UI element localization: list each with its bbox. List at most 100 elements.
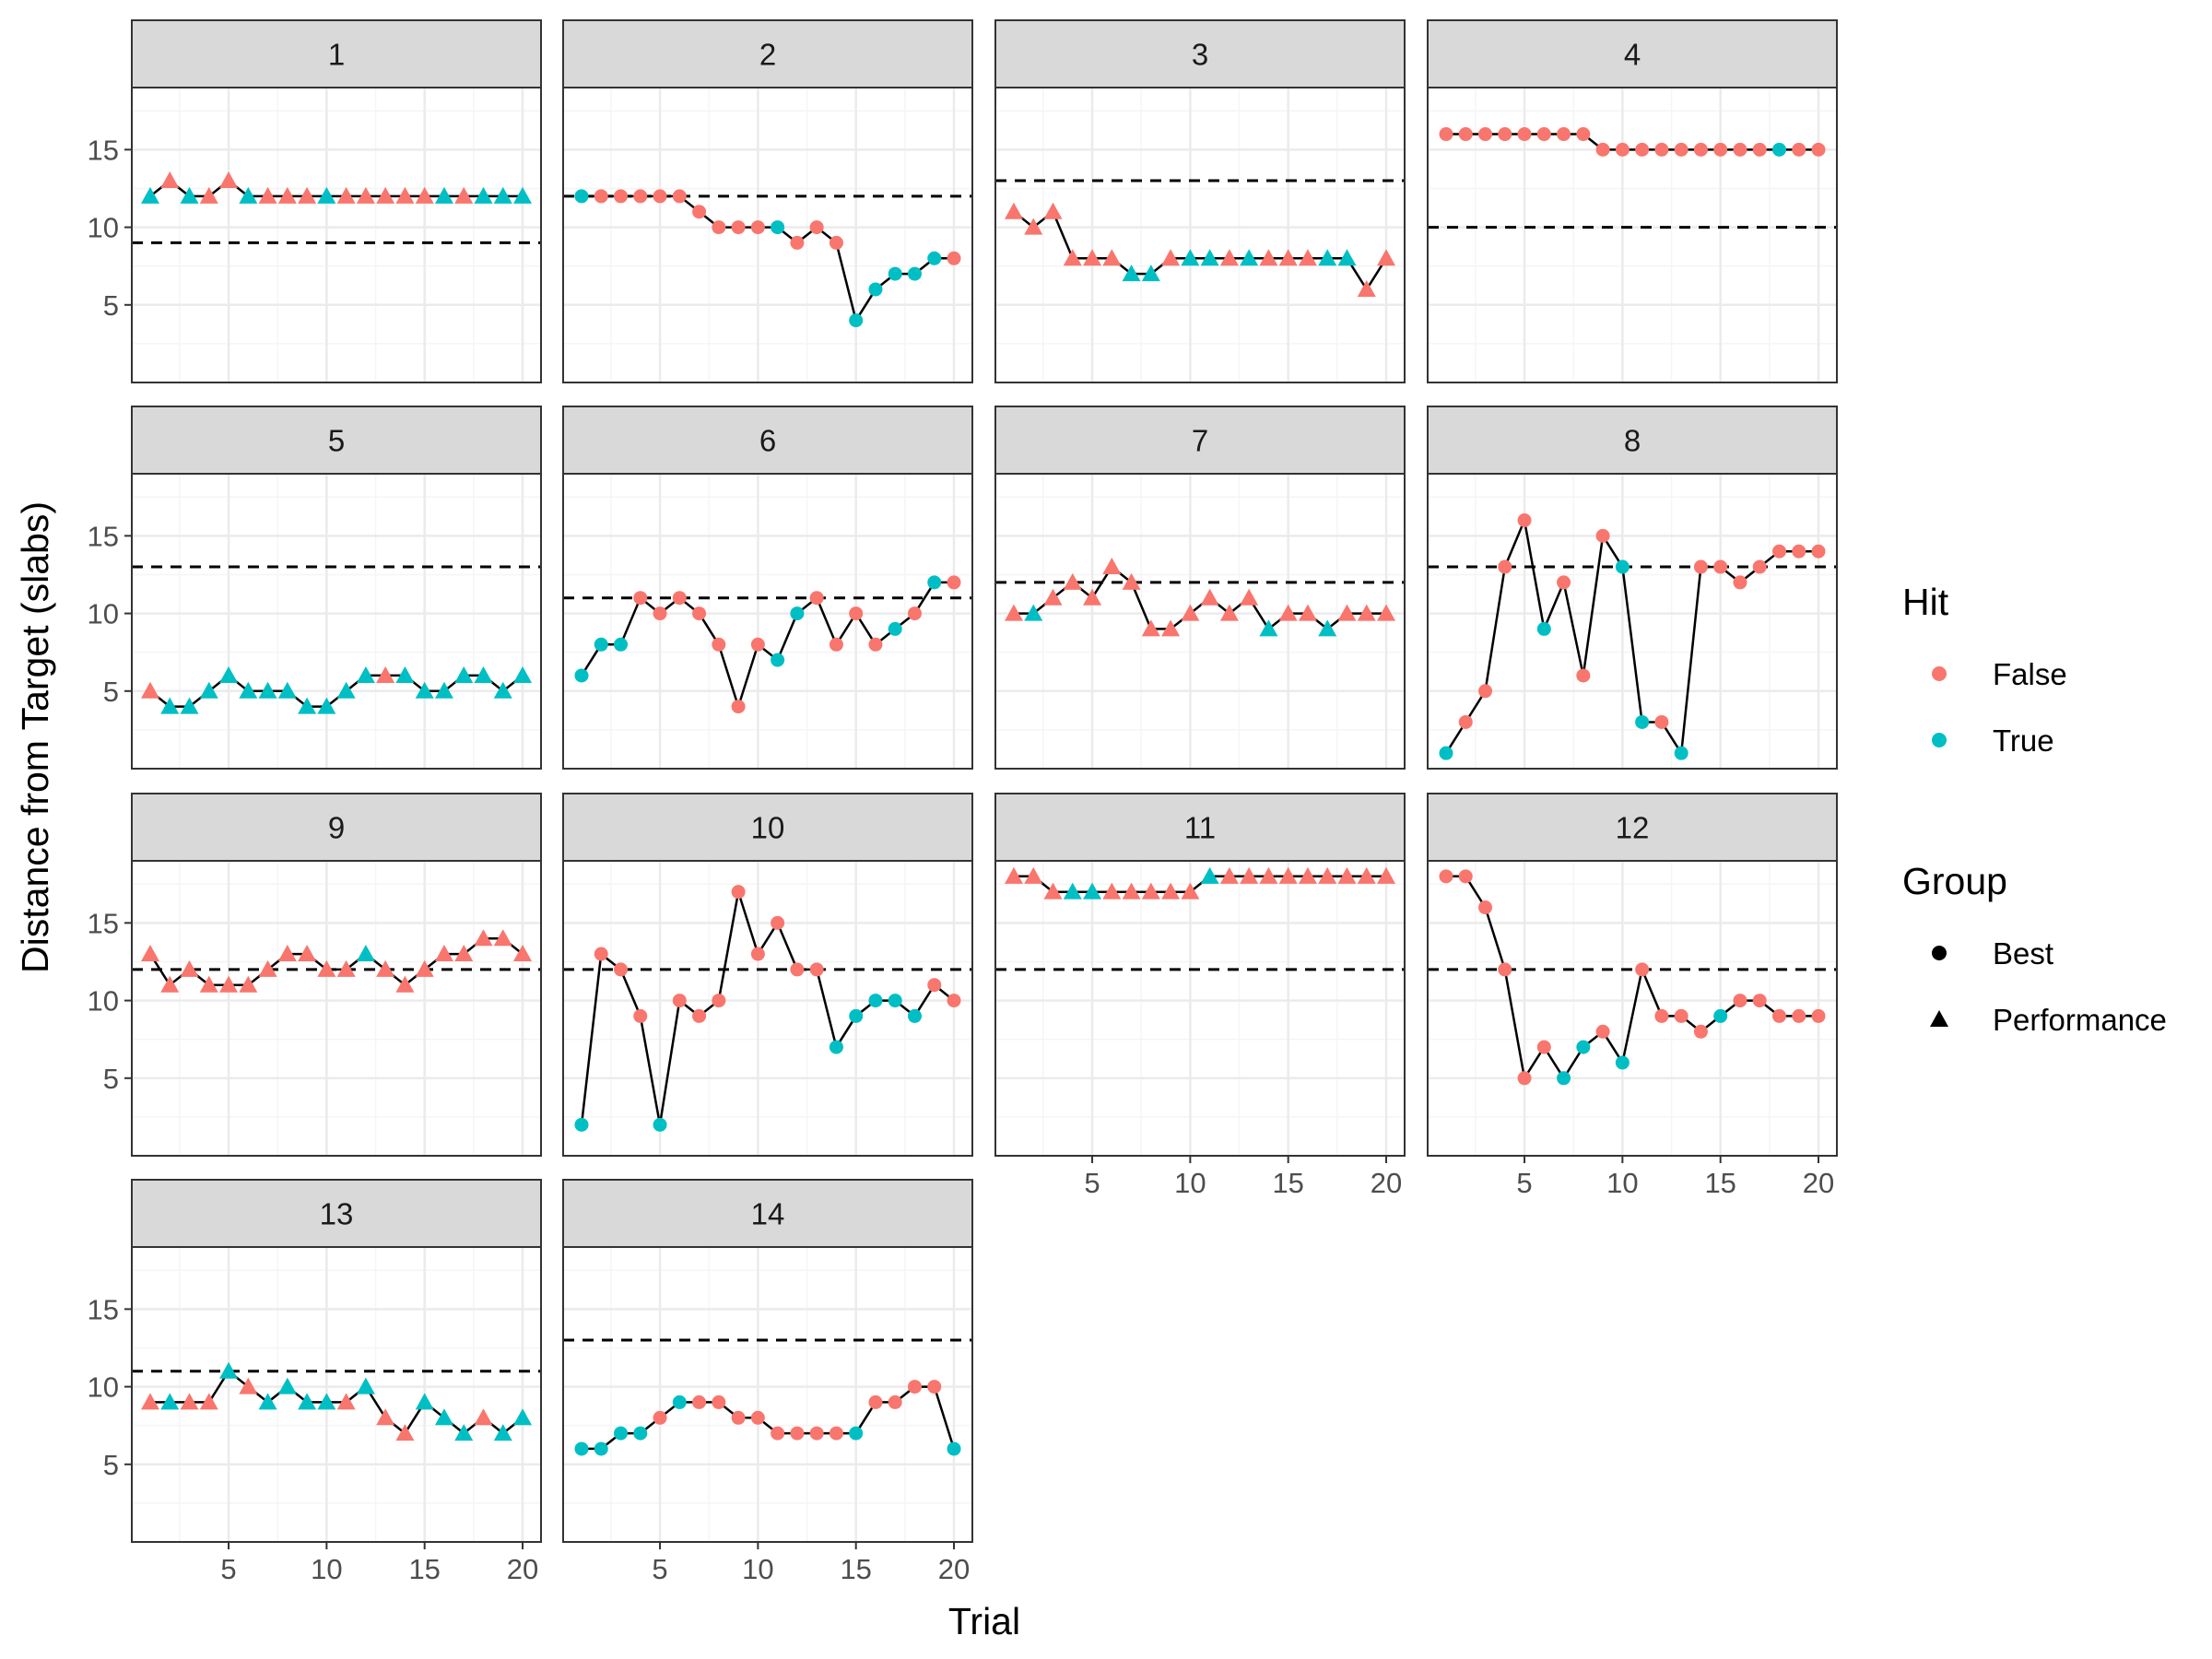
facet-strip [131,19,542,88]
data-point [277,1377,297,1394]
data-point [1458,714,1473,729]
data-point [712,637,726,652]
data-point [298,697,317,714]
data-point [1083,588,1102,606]
data-point [415,1393,434,1410]
data-point [1102,558,1122,575]
data-point [1615,559,1630,574]
data-point [336,186,356,204]
data-point [927,1380,942,1394]
data-point [239,186,258,204]
data-point [376,665,395,683]
y-tick-label: 5 [103,289,119,322]
data-point [180,186,199,204]
data-point [199,186,218,204]
data-point [1337,249,1357,266]
data-point [1771,142,1786,157]
data-point [829,637,843,652]
panel-background [563,861,972,1156]
data-point [1240,866,1259,884]
data-point [672,189,687,204]
data-point [1200,866,1219,884]
data-point [771,220,785,235]
data-point [434,945,453,962]
data-point [277,681,297,699]
data-point [1357,866,1376,884]
data-point [1063,882,1082,900]
data-point [376,186,395,204]
facet-panel-11: 11 5 10 15 20 [994,793,1406,1199]
data-point [1043,588,1063,606]
data-point [493,1424,512,1441]
data-point [1043,202,1063,219]
data-point [1102,882,1122,900]
y-tick-label: 5 [103,1063,119,1095]
data-point [1811,1008,1826,1023]
data-point [474,1408,493,1426]
facet-strip [562,1179,973,1248]
y-tick-label: 10 [88,598,119,630]
data-point [1141,882,1160,900]
y-tick-label: 5 [103,1449,119,1481]
facet-strip [562,19,973,88]
data-point [1161,249,1181,266]
data-point [653,606,667,621]
data-point [731,700,746,714]
data-point [1200,249,1219,266]
facet-panel-3: 3 [994,19,1406,383]
facet-panel-4: 4 [1427,19,1838,383]
data-point [376,1408,395,1426]
data-point [868,637,883,652]
data-point [771,1426,785,1441]
data-point [239,681,258,699]
data-point [1259,619,1278,637]
data-point [574,1117,589,1132]
data-point [633,1008,648,1023]
facet-strip [1427,793,1838,862]
data-point [1536,127,1551,142]
data-point [1674,142,1688,157]
data-point [1278,866,1298,884]
data-point [474,665,493,683]
data-point [1654,142,1669,157]
data-point [829,1426,843,1441]
data-point [1063,572,1082,590]
facet-strip-label: 14 [751,1197,785,1231]
panel-border [562,473,973,770]
data-point [317,959,336,977]
data-point [277,945,297,962]
facet-strip-label: 2 [759,38,776,72]
data-point [1318,249,1337,266]
data-point [258,1393,277,1410]
data-point [712,994,726,1008]
data-point [1576,1040,1591,1054]
legend-group-title: Group [1902,860,2007,902]
facet-strip [1427,406,1838,475]
data-point [199,1393,218,1410]
facet-strip-label: 6 [759,424,776,458]
data-point [454,1424,474,1441]
data-point [1536,1040,1551,1054]
data-point [731,220,746,235]
data-point [356,186,375,204]
legend-hit-true-label: True [1993,724,2054,758]
data-point [750,220,765,235]
data-point [750,1410,765,1425]
facet-strip [1427,19,1838,88]
data-point [395,975,415,993]
data-point [672,1394,687,1409]
data-point [672,994,687,1008]
data-point [594,637,608,652]
data-point [614,962,629,977]
data-point [1458,127,1473,142]
facet-panel-6: 6 [562,406,973,770]
data-point [1635,962,1650,977]
data-point [258,681,277,699]
data-point [1298,866,1317,884]
data-point [219,171,239,189]
data-point [513,945,533,962]
data-point [415,959,434,977]
data-point [947,994,961,1008]
data-point [1219,604,1239,621]
facet-strip-label: 10 [751,811,785,845]
